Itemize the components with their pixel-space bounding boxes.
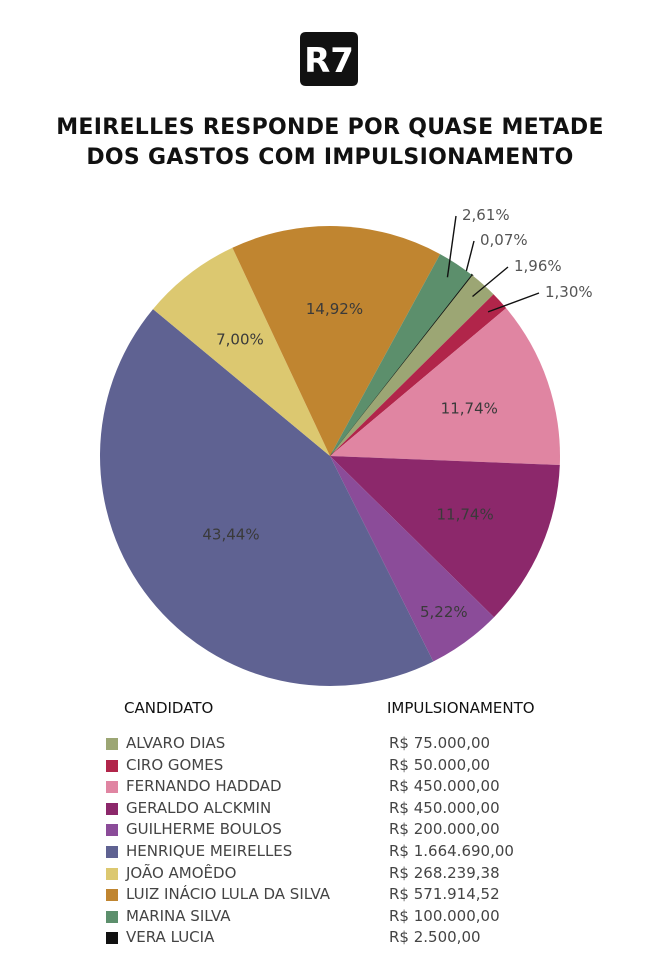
legend-candidate-name: GERALDO ALCKMIN [126,798,272,817]
legend-swatch [106,802,118,815]
legend-row: FERNANDO HADDAD R$ 450.000,00 [102,776,582,798]
legend-candidate-name: JOÃO AMOÊDO [126,863,237,882]
legend-header-candidate: CANDIDATO [124,699,214,717]
pie-slice-label: 11,74% [441,399,498,417]
callout-leader-line [487,292,540,313]
callout-leader-line [472,266,509,298]
legend-amount: R$ 268.239,38 [389,863,500,882]
legend-swatch [106,738,118,750]
legend-candidate-name: GUILHERME BOULOS [126,820,282,839]
pie-slice-geraldo-alckmin [330,456,560,618]
pie-slice-vera-lucia [329,273,474,457]
legend-row: LUIZ INÁCIO LULA DA SILVA R$ 571.914,52 [102,884,582,906]
legend-candidate-name: CIRO GOMES [126,755,224,774]
legend-header-amount: IMPULSIONAMENTO [387,699,535,717]
legend-row: GUILHERME BOULOS R$ 200.000,00 [102,819,582,841]
pie-callout-label: 1,96% [514,257,562,275]
r7-logo-text: R7 [304,41,354,81]
legend-swatch [106,845,118,858]
pie-slice-ciro-gomes [330,294,507,456]
pie-slice-fernando-haddad [330,308,560,466]
pie-slice-guilherme-boulos [330,456,495,662]
legend-row: MARINA SILVA R$ 100.000,00 [102,906,582,928]
legend-candidate-name: LUIZ INÁCIO LULA DA SILVA [126,885,331,904]
legend-amount: R$ 100.000,00 [389,906,500,925]
pie-slice-alvaro-dias [330,275,494,456]
pie-slice-jo-o-amo-do [153,247,330,456]
legend-row: ALVARO DIAS R$ 75.000,00 [102,733,582,755]
legend-candidate-name: VERA LUCIA [126,928,215,947]
pie-callout-label: 0,07% [480,231,528,249]
legend-candidate-name: ALVARO DIAS [126,734,226,752]
pie-slice-henrique-meirelles [100,309,434,686]
pie-callout-label: 1,30% [545,283,593,301]
chart-title: MEIRELLES RESPONDE POR QUASE METADE DOS … [0,113,660,173]
legend-table: ALVARO DIAS R$ 75.000,00 CIRO GOMES R$ 50.0… [102,733,582,949]
legend-candidate-name: HENRIQUE MEIRELLES [126,841,293,860]
legend-swatch [106,889,118,902]
legend-amount: R$ 450.000,00 [389,798,500,817]
chart-title-line-2: DOS GASTOS COM IMPULSIONAMENTO [86,145,574,170]
pie-slice-label: 5,22% [420,603,468,621]
legend-amount: R$ 1.664.690,00 [389,841,514,860]
legend-swatch [106,759,118,772]
legend-candidate-name: MARINA SILVA [126,906,231,925]
legend-candidate-name: FERNANDO HADDAD [126,777,282,796]
legend-swatch [106,867,118,880]
legend-amount: R$ 450.000,00 [389,777,500,796]
pie-slice-label: 43,44% [202,526,259,544]
chart-title-line-1: MEIRELLES RESPONDE POR QUASE METADE [56,115,604,140]
legend-swatch [106,781,118,794]
pie-chart: 0,07% 1,96% 1,30% 11,74% 11,74% 5,22% 43,44% 7,… [100,206,593,686]
legend-amount: R$ 50.000,00 [389,755,491,774]
legend-swatch [106,824,118,837]
legend-swatch [106,932,118,945]
pie-callout-label: 2,61% [462,206,510,224]
pie-slice-label: 14,92% [306,300,363,318]
pie-slice-marina-silva [330,254,472,456]
legend-amount: R$ 571.914,52 [389,885,500,904]
callout-leader-line [446,215,457,278]
legend-swatch [106,910,118,923]
legend-row: JOÃO AMOÊDO R$ 268.239,38 [102,863,582,885]
legend-row: CIRO GOMES R$ 50.000,00 [102,755,582,777]
legend-row: GERALDO ALCKMIN R$ 450.000,00 [102,798,582,820]
legend-row: HENRIQUE MEIRELLES R$ 1.664.690,00 [102,841,582,863]
legend-amount: R$ 2.500,00 [389,928,481,947]
pie-slice-label: 11,74% [437,505,494,523]
legend-row: VERA LUCIA R$ 2.500,00 [102,927,582,949]
pie-slice-label: 7,00% [216,331,264,349]
legend-amount: R$ 75.000,00 [389,734,491,752]
r7-logo: R7 [300,32,358,86]
legend-amount: R$ 200.000,00 [389,820,500,839]
pie-slice-luiz-in-cio-lula-da-silva [232,226,441,456]
